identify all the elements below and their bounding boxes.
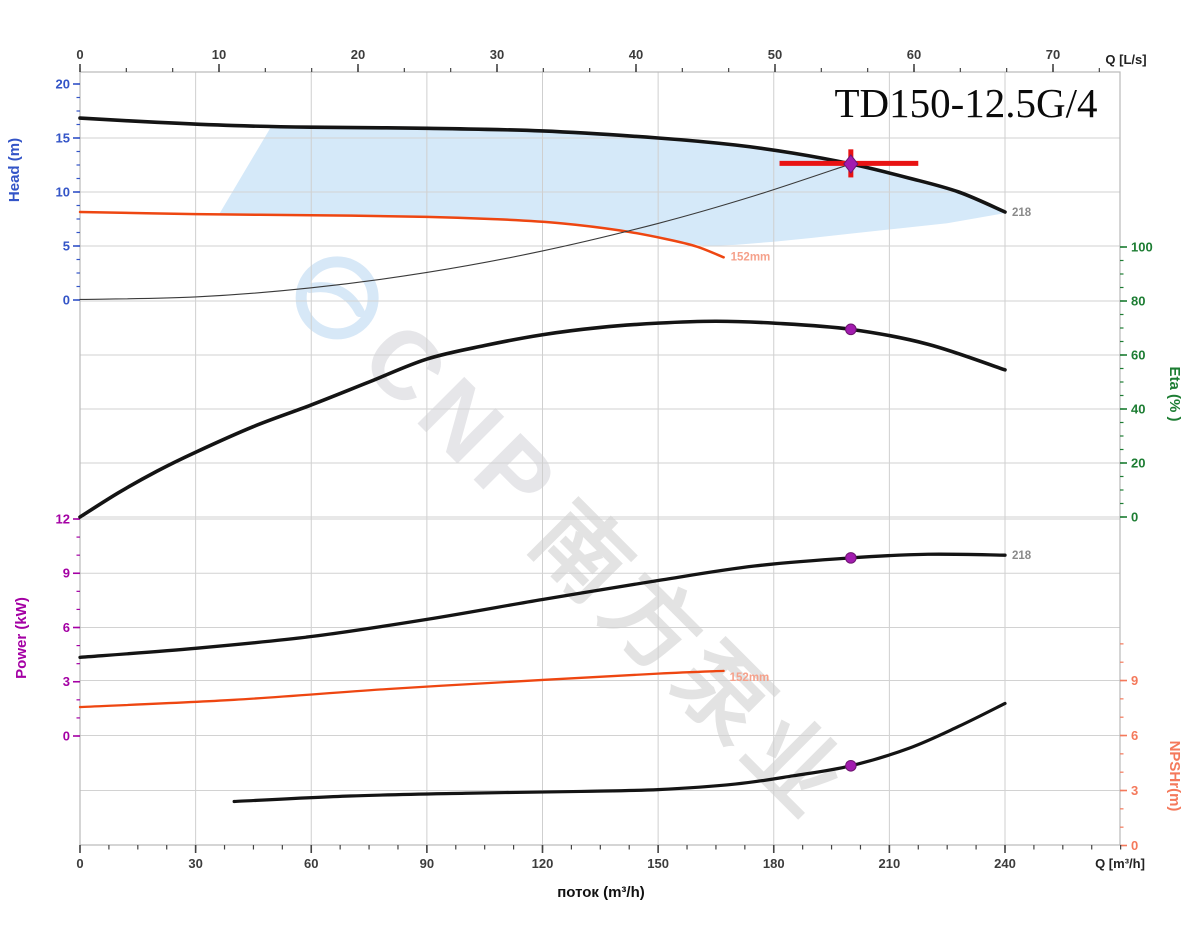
- svg-text:10: 10: [56, 184, 70, 199]
- flow-axis-title: поток (m³/h): [557, 884, 645, 901]
- svg-text:180: 180: [763, 856, 785, 871]
- svg-text:0: 0: [63, 292, 70, 307]
- npshr-axis-title: NPSHr(m): [1166, 741, 1183, 812]
- svg-text:3: 3: [1131, 783, 1138, 798]
- top-axis-unit-label: Q [L/s]: [1105, 52, 1146, 67]
- svg-text:0: 0: [1131, 838, 1138, 853]
- eta-axis-title: Eta (% ): [1166, 366, 1183, 421]
- power-axis-title: Power (kW): [13, 597, 30, 679]
- head-axis-title: Head (m): [6, 138, 23, 202]
- svg-text:20: 20: [56, 76, 70, 91]
- svg-text:120: 120: [532, 856, 554, 871]
- svg-text:10: 10: [212, 47, 226, 62]
- svg-text:0: 0: [76, 47, 83, 62]
- svg-text:90: 90: [420, 856, 434, 871]
- svg-text:20: 20: [1131, 455, 1145, 470]
- svg-text:3: 3: [63, 674, 70, 689]
- duty-point-head-marker: [843, 154, 859, 174]
- curve-system-curve: [79, 163, 852, 301]
- svg-text:30: 30: [490, 47, 504, 62]
- svg-text:40: 40: [1131, 401, 1145, 416]
- label-power-152mm: 152mm: [730, 672, 770, 684]
- grid-lines: [80, 72, 1120, 845]
- svg-text:30: 30: [188, 856, 202, 871]
- svg-text:0: 0: [63, 728, 70, 743]
- curve-head-218: [78, 116, 1007, 214]
- svg-text:6: 6: [1131, 728, 1138, 743]
- duty-point-markers: [779, 149, 919, 772]
- svg-text:60: 60: [907, 47, 921, 62]
- svg-text:80: 80: [1131, 293, 1145, 308]
- curve-power-152mm: [78, 669, 725, 709]
- bottom-axis-unit-label: Q [m³/h]: [1095, 856, 1145, 871]
- duty-point-npsh-marker: [845, 759, 857, 772]
- chart-title: TD150-12.5G/4: [834, 80, 1097, 126]
- curve-power-218: [78, 552, 1007, 659]
- svg-text:60: 60: [1131, 347, 1145, 362]
- curve-head-152mm: [78, 210, 725, 259]
- svg-text:20: 20: [351, 47, 365, 62]
- svg-text:9: 9: [1131, 673, 1138, 688]
- svg-text:210: 210: [879, 856, 901, 871]
- label-head-152mm: 152mm: [731, 251, 771, 263]
- svg-text:60: 60: [304, 856, 318, 871]
- svg-text:70: 70: [1046, 47, 1060, 62]
- svg-text:50: 50: [768, 47, 782, 62]
- svg-text:0: 0: [1131, 509, 1138, 524]
- svg-text:6: 6: [63, 620, 70, 635]
- svg-text:9: 9: [63, 566, 70, 581]
- svg-text:150: 150: [647, 856, 669, 871]
- svg-text:100: 100: [1131, 239, 1153, 254]
- svg-text:240: 240: [994, 856, 1016, 871]
- svg-text:40: 40: [629, 47, 643, 62]
- svg-text:12: 12: [56, 511, 70, 526]
- svg-text:5: 5: [63, 238, 70, 253]
- label-head-218: 218: [1012, 207, 1032, 219]
- curve-efficiency: [78, 319, 1007, 519]
- curve-end-labels: 218 152mm 218 152mm: [730, 207, 1032, 684]
- curve-npshr: [232, 701, 1007, 804]
- duty-point-eta-marker: [845, 323, 857, 336]
- label-power-218: 218: [1012, 550, 1032, 562]
- duty-point-power-marker: [845, 552, 857, 564]
- svg-text:0: 0: [76, 856, 83, 871]
- svg-text:15: 15: [56, 130, 70, 145]
- curves: [78, 116, 1007, 804]
